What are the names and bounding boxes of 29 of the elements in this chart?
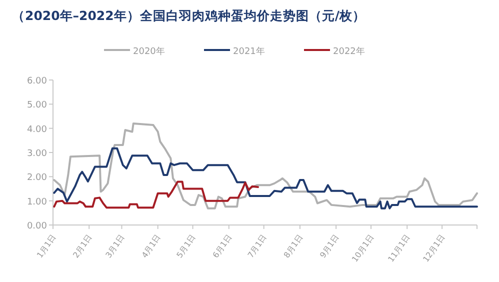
x-tick-label: 3月1日 — [104, 232, 126, 260]
title: （2020年–2022年）全国白羽肉鸡种蛋均价走势图（元/枚） — [12, 8, 366, 23]
x-tick-label: 12月1日 — [421, 232, 447, 264]
x-tick-label: 5月1日 — [175, 232, 198, 260]
x-tick-label: 10月1日 — [350, 232, 376, 264]
line-series — [53, 122, 478, 210]
y-tick-label: 0.00 — [26, 222, 48, 232]
legend-label: 2022年 — [333, 46, 365, 57]
y-tick-label: 4.00 — [26, 124, 48, 135]
x-tick-label: 4月1日 — [140, 232, 162, 260]
y-tick-label: 1.00 — [26, 197, 48, 208]
x-tick-label: 9月1日 — [318, 232, 341, 260]
legend-label: 2020年 — [133, 46, 165, 57]
legend-item: 2021年 — [204, 47, 265, 57]
line-series — [53, 180, 260, 209]
legend-item: 2020年 — [104, 47, 165, 57]
legend-label: 2021年 — [233, 46, 265, 57]
x-tick-label: 1月1日 — [35, 232, 58, 260]
y-tick-label: 3.00 — [26, 149, 48, 159]
x-tick-label: 7月1日 — [246, 232, 268, 260]
legend-item: 2022年 — [304, 47, 365, 57]
y-tick-label: 6.00 — [26, 76, 48, 86]
x-tick-label: 2月1日 — [71, 232, 94, 260]
x-tick-label: 6月1日 — [211, 232, 234, 260]
line-series — [53, 147, 478, 210]
y-tick-label: 2.00 — [26, 173, 48, 184]
x-tick-label: 11月1日 — [386, 232, 412, 264]
x-tick-label: 8月1日 — [282, 232, 305, 260]
y-tick-label: 5.00 — [26, 100, 48, 111]
